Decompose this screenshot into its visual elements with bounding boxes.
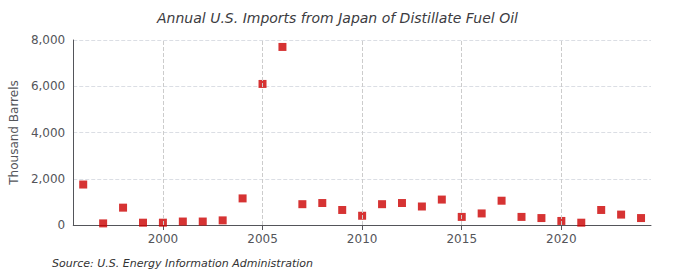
svg-text:8,000: 8,000 (31, 33, 65, 47)
svg-text:2020: 2020 (546, 232, 577, 246)
svg-text:2000: 2000 (148, 232, 179, 246)
svg-text:2,000: 2,000 (31, 172, 65, 186)
svg-text:2015: 2015 (446, 232, 477, 246)
svg-text:2005: 2005 (247, 232, 278, 246)
svg-text:Thousand Barrels: Thousand Barrels (7, 80, 21, 185)
svg-text:6,000: 6,000 (31, 79, 65, 93)
svg-text:4,000: 4,000 (31, 126, 65, 140)
svg-text:Annual U.S. Imports from Japan: Annual U.S. Imports from Japan of Distil… (156, 10, 518, 26)
svg-text:Source: U.S. Energy Informatio: Source: U.S. Energy Information Administ… (52, 257, 313, 270)
svg-text:0: 0 (58, 218, 66, 232)
svg-text:2010: 2010 (347, 232, 378, 246)
